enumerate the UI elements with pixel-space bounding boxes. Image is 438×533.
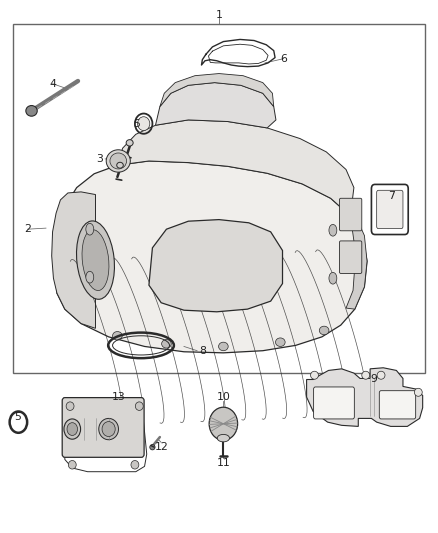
Polygon shape xyxy=(149,220,283,312)
Ellipse shape xyxy=(276,338,285,346)
Polygon shape xyxy=(55,161,367,353)
Ellipse shape xyxy=(131,461,139,469)
Ellipse shape xyxy=(135,402,143,410)
Ellipse shape xyxy=(329,224,337,236)
Ellipse shape xyxy=(319,326,329,335)
Ellipse shape xyxy=(113,332,122,340)
Text: 3: 3 xyxy=(96,154,103,164)
Ellipse shape xyxy=(106,150,131,172)
FancyBboxPatch shape xyxy=(377,190,403,229)
Ellipse shape xyxy=(377,371,385,379)
Ellipse shape xyxy=(362,371,370,379)
FancyBboxPatch shape xyxy=(339,198,362,231)
Ellipse shape xyxy=(66,402,74,410)
Ellipse shape xyxy=(138,117,150,131)
Polygon shape xyxy=(117,120,354,216)
Ellipse shape xyxy=(99,418,118,440)
Polygon shape xyxy=(346,216,367,309)
Ellipse shape xyxy=(209,407,237,440)
Bar xyxy=(13,24,425,373)
Text: 13: 13 xyxy=(112,392,126,402)
Ellipse shape xyxy=(77,221,114,300)
Polygon shape xyxy=(155,83,276,128)
Ellipse shape xyxy=(102,422,115,437)
Ellipse shape xyxy=(86,271,94,283)
Ellipse shape xyxy=(414,388,422,397)
Text: 6: 6 xyxy=(280,54,287,63)
Text: 12: 12 xyxy=(155,442,169,451)
Text: 11: 11 xyxy=(216,458,230,467)
Ellipse shape xyxy=(82,230,109,290)
Ellipse shape xyxy=(329,272,337,284)
Text: 5: 5 xyxy=(14,412,21,422)
FancyBboxPatch shape xyxy=(62,398,144,457)
Text: 10: 10 xyxy=(216,392,230,402)
Ellipse shape xyxy=(67,423,78,435)
Ellipse shape xyxy=(126,140,133,146)
Ellipse shape xyxy=(217,434,230,442)
Ellipse shape xyxy=(162,340,171,348)
Ellipse shape xyxy=(64,419,81,439)
Ellipse shape xyxy=(150,445,155,450)
Ellipse shape xyxy=(110,153,127,169)
Ellipse shape xyxy=(117,162,124,168)
Text: 7: 7 xyxy=(388,191,395,201)
Polygon shape xyxy=(160,74,274,107)
Text: 5: 5 xyxy=(134,119,141,128)
Text: 2: 2 xyxy=(24,224,31,234)
Ellipse shape xyxy=(68,461,76,469)
Text: 8: 8 xyxy=(199,346,206,356)
FancyBboxPatch shape xyxy=(379,391,416,419)
Text: 9: 9 xyxy=(371,375,378,384)
Ellipse shape xyxy=(26,106,37,116)
FancyBboxPatch shape xyxy=(314,387,354,419)
Ellipse shape xyxy=(219,342,228,351)
Text: 1: 1 xyxy=(215,10,223,20)
Polygon shape xyxy=(307,368,423,426)
Ellipse shape xyxy=(86,223,94,235)
Ellipse shape xyxy=(311,371,318,379)
FancyBboxPatch shape xyxy=(339,241,362,273)
Text: 4: 4 xyxy=(49,79,56,88)
Polygon shape xyxy=(52,192,95,328)
